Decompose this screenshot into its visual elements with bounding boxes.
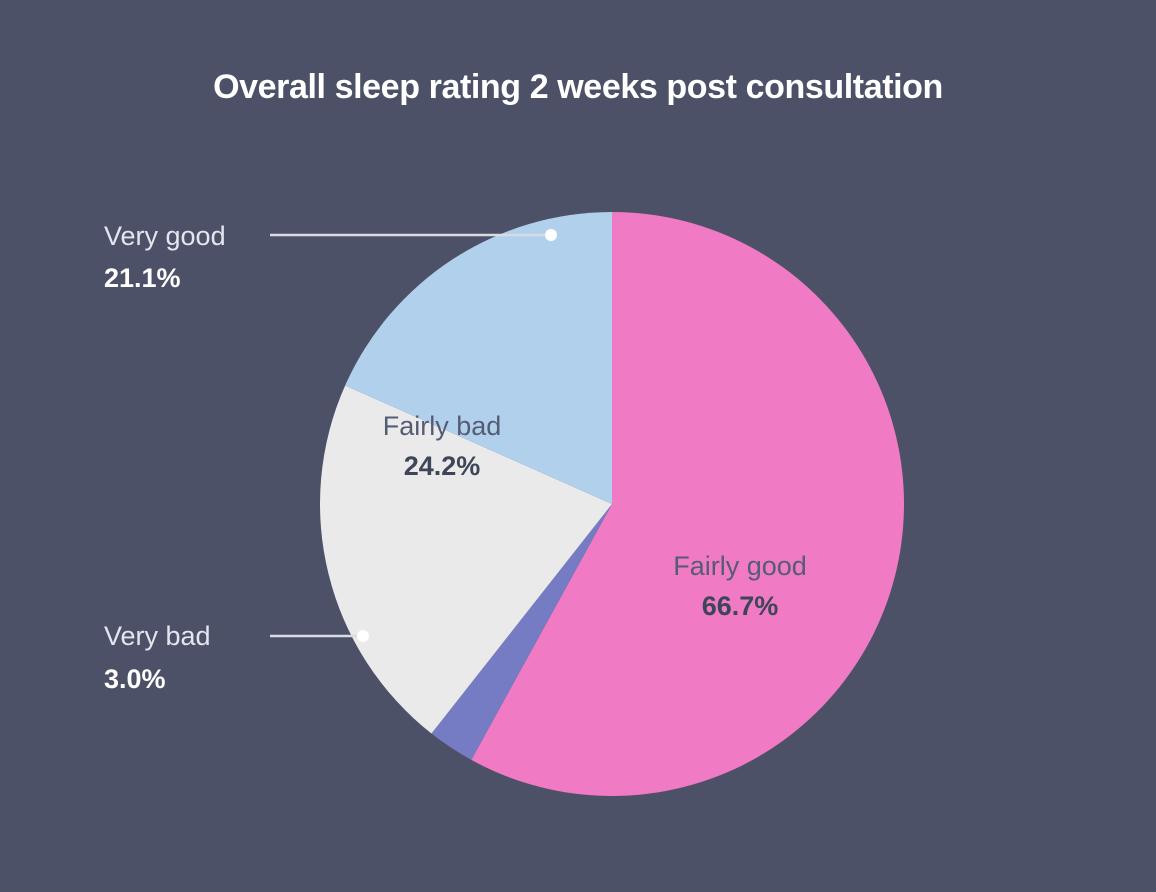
chart-title: Overall sleep rating 2 weeks post consul…: [213, 68, 943, 106]
leader-line-very-good: [270, 229, 557, 241]
fairly-good-label-value: 66.7%: [702, 591, 779, 621]
fairly-bad-label-name: Fairly bad: [383, 411, 502, 441]
leader-line-very-bad: [270, 630, 369, 642]
fairly-bad-label-value: 24.2%: [404, 451, 481, 481]
slice-label-very-good: Very good 21.1%: [104, 221, 226, 293]
very-good-label-name: Very good: [104, 221, 226, 251]
very-bad-label-name: Very bad: [104, 621, 211, 651]
slice-label-fairly-bad: Fairly bad 24.2%: [383, 411, 502, 481]
very-bad-leader-dot: [357, 630, 369, 642]
pie-slices: [320, 212, 905, 797]
pie-slice-fairly-bad[interactable]: [320, 385, 612, 734]
fairly-good-label-name: Fairly good: [673, 551, 807, 581]
slice-label-fairly-good: Fairly good 66.7%: [673, 551, 807, 621]
very-good-leader-dot: [545, 229, 557, 241]
pie-slice-very-good[interactable]: [345, 212, 612, 504]
slice-label-very-bad: Very bad 3.0%: [104, 621, 211, 694]
very-bad-label-value: 3.0%: [104, 664, 166, 694]
pie-slice-fairly-good[interactable]: [471, 212, 905, 797]
very-good-label-value: 21.1%: [104, 263, 181, 293]
pie-slice-very-bad[interactable]: [431, 504, 612, 760]
